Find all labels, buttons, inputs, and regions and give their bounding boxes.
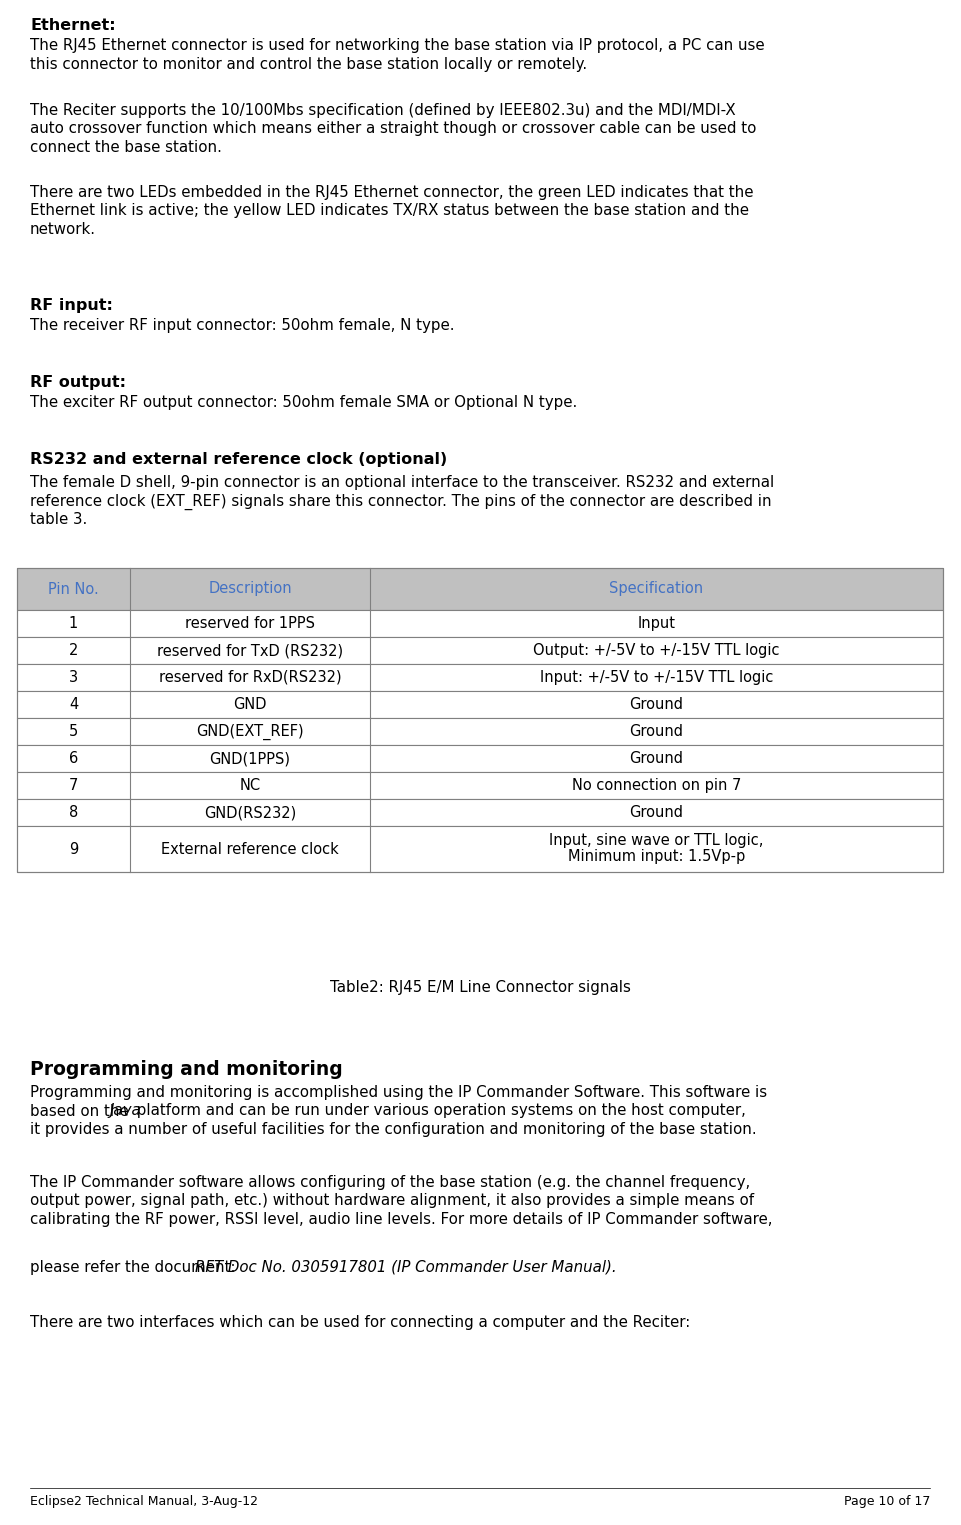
Text: this connector to monitor and control the base station locally or remotely.: this connector to monitor and control th… [30,56,587,72]
Bar [17,610,943,637]
Text: 4: 4 [69,697,78,712]
Text: Description: Description [209,581,292,596]
Bar [17,691,943,718]
Text: Output: +/-5V to +/-15V TTL logic: Output: +/-5V to +/-15V TTL logic [533,644,779,657]
Text: No connection on pin 7: No connection on pin 7 [572,778,741,793]
Text: Programming and monitoring is accomplished using the IP Commander Software. This: Programming and monitoring is accomplish… [30,1084,767,1100]
Text: calibrating the RF power, RSSI level, audio line levels. For more details of IP : calibrating the RF power, RSSI level, au… [30,1212,773,1228]
Text: table 3.: table 3. [30,512,87,528]
Text: The receiver RF input connector: 50ohm female, N type.: The receiver RF input connector: 50ohm f… [30,319,455,332]
Bar [17,567,943,610]
Text: reserved for TxD (RS232): reserved for TxD (RS232) [157,644,343,657]
Text: 9: 9 [69,842,78,857]
Text: 6: 6 [69,750,78,766]
Text: network.: network. [30,223,96,236]
Text: GND(1PPS): GND(1PPS) [209,750,290,766]
Text: reference clock (EXT_REF) signals share this connector. The pins of the connecto: reference clock (EXT_REF) signals share … [30,494,772,509]
Text: There are two LEDs embedded in the RJ45 Ethernet connector, the green LED indica: There are two LEDs embedded in the RJ45 … [30,185,753,200]
Text: Input: +/-5V to +/-15V TTL logic: Input: +/-5V to +/-15V TTL logic [540,669,774,685]
Text: RS232 and external reference clock (optional): RS232 and external reference clock (opti… [30,451,447,467]
Text: output power, signal path, etc.) without hardware alignment, it also provides a : output power, signal path, etc.) without… [30,1194,754,1208]
Text: please refer the document:: please refer the document: [30,1260,240,1275]
Text: Ground: Ground [629,805,683,820]
Text: 7: 7 [69,778,78,793]
Bar [17,827,943,872]
Text: connect the base station.: connect the base station. [30,140,222,156]
Text: Ethernet link is active; the yellow LED indicates TX/RX status between the base : Ethernet link is active; the yellow LED … [30,203,749,218]
Text: RFT Doc No. 0305917801 (IP Commander User Manual).: RFT Doc No. 0305917801 (IP Commander Use… [195,1260,616,1275]
Text: 3: 3 [69,669,78,685]
Text: The female D shell, 9-pin connector is an optional interface to the transceiver.: The female D shell, 9-pin connector is a… [30,474,775,490]
Text: reserved for RxD(RS232): reserved for RxD(RS232) [159,669,341,685]
Text: GND: GND [234,697,267,712]
Text: it provides a number of useful facilities for the configuration and monitoring o: it provides a number of useful facilitie… [30,1122,756,1138]
Text: GND(EXT_REF): GND(EXT_REF) [196,723,304,740]
Bar [17,637,943,663]
Text: Programming and monitoring: Programming and monitoring [30,1060,343,1080]
Text: Pin No.: Pin No. [48,581,99,596]
Text: 1: 1 [69,616,78,631]
Bar [17,663,943,691]
Text: NC: NC [239,778,260,793]
Bar [17,746,943,772]
Text: 8: 8 [69,805,78,820]
Text: Specification: Specification [609,581,703,596]
Text: based on the: based on the [30,1104,134,1118]
Text: External reference clock: External reference clock [161,842,339,857]
Text: Java: Java [110,1104,141,1118]
Text: 5: 5 [69,724,78,740]
Text: The exciter RF output connector: 50ohm female SMA or Optional N type.: The exciter RF output connector: 50ohm f… [30,395,578,410]
Bar [17,772,943,799]
Text: Eclipse2 Technical Manual, 3-Aug-12: Eclipse2 Technical Manual, 3-Aug-12 [30,1494,258,1508]
Text: The Reciter supports the 10/100Mbs specification (defined by IEEE802.3u) and the: The Reciter supports the 10/100Mbs speci… [30,104,735,117]
Text: Ground: Ground [629,697,683,712]
Bar [17,567,943,872]
Text: There are two interfaces which can be used for connecting a computer and the Rec: There are two interfaces which can be us… [30,1315,690,1330]
Text: auto crossover function which means either a straight though or crossover cable : auto crossover function which means eith… [30,122,756,137]
Text: reserved for 1PPS: reserved for 1PPS [185,616,315,631]
Text: The IP Commander software allows configuring of the base station (e.g. the chann: The IP Commander software allows configu… [30,1174,751,1190]
Text: Ethernet:: Ethernet: [30,18,115,34]
Text: Minimum input: 1.5Vp-p: Minimum input: 1.5Vp-p [568,849,745,865]
Bar [17,799,943,827]
Text: Ground: Ground [629,750,683,766]
Text: Table2: RJ45 E/M Line Connector signals: Table2: RJ45 E/M Line Connector signals [330,981,631,994]
Text: GND(RS232): GND(RS232) [204,805,296,820]
Text: Ground: Ground [629,724,683,740]
Text: The RJ45 Ethernet connector is used for networking the base station via IP proto: The RJ45 Ethernet connector is used for … [30,38,765,53]
Text: 2: 2 [69,644,78,657]
Text: RF input:: RF input: [30,297,112,313]
Text: RF output:: RF output: [30,375,126,390]
Text: Input, sine wave or TTL logic,: Input, sine wave or TTL logic, [550,834,764,848]
Text: Input: Input [637,616,676,631]
Text: Page 10 of 17: Page 10 of 17 [844,1494,930,1508]
Bar [17,718,943,746]
Text: platform and can be run under various operation systems on the host computer,: platform and can be run under various op… [133,1104,747,1118]
